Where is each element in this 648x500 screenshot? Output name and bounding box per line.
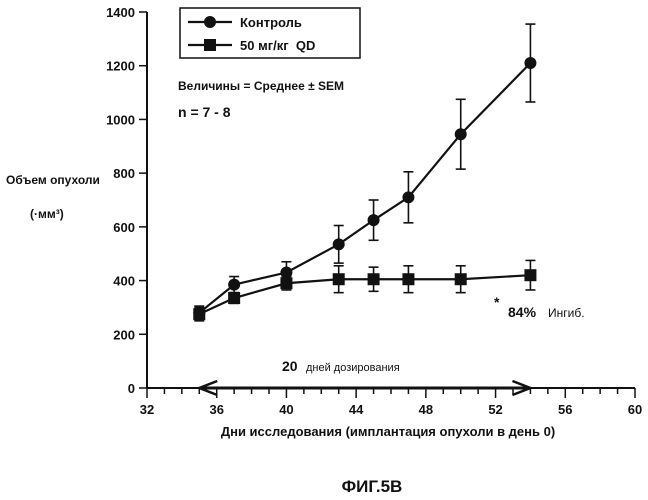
y-tick-labels: 0 200 400 600 800 1000 1200 1400 (106, 5, 135, 396)
x-tick-label: 48 (419, 402, 433, 417)
legend-label-dose: 50 мг/кг QD (240, 38, 315, 53)
dosing-arrowhead-right (511, 379, 534, 397)
x-tick-label: 40 (279, 402, 293, 417)
data-point-square (367, 273, 380, 286)
x-tick-label: 60 (628, 402, 642, 417)
legend: Контроль 50 мг/кг QD (179, 7, 361, 59)
y-axis-label-line1: Объем опухоли (6, 173, 100, 187)
data-point-square (402, 273, 415, 286)
x-tick-label: 32 (140, 402, 154, 417)
data-point-circle (332, 238, 345, 251)
data-point-circle (280, 266, 293, 279)
data-point-circle (524, 57, 537, 70)
data-point-square (524, 269, 537, 282)
data-point-circle (367, 214, 380, 227)
x-tick-label: 56 (558, 402, 572, 417)
data-point-square (280, 277, 293, 290)
axes (139, 11, 636, 398)
data-point-square (332, 273, 345, 286)
x-tick-label: 44 (349, 402, 364, 417)
y-tick-label: 400 (113, 274, 135, 289)
data-point-circle (228, 278, 241, 291)
dosing-arrow (195, 379, 534, 397)
series-layer (193, 23, 537, 322)
data-point-square (228, 292, 241, 305)
legend-label-control: Контроль (240, 15, 302, 30)
n-annotation: n = 7 - 8 (178, 104, 231, 120)
y-tick-label: 600 (113, 220, 135, 235)
series-line (198, 274, 531, 316)
x-tick-label: 36 (209, 402, 223, 417)
dosing-arrowhead-left (195, 379, 218, 397)
data-point-square (193, 308, 206, 321)
legend-marker-circle (204, 16, 216, 28)
stats-annotation: Величины = Среднее ± SEM (178, 79, 344, 93)
dosing-number: 20 (282, 358, 298, 374)
series-dose (193, 259, 537, 322)
data-point-circle (402, 191, 415, 204)
data-point-circle (454, 128, 467, 141)
y-tick-label: 800 (113, 166, 135, 181)
y-tick-label: 200 (113, 327, 135, 342)
series-line (198, 62, 532, 314)
inhibition-percent: 84% (508, 304, 537, 320)
dosing-words: дней дозирования (306, 362, 400, 374)
y-tick-label: 0 (128, 381, 135, 396)
y-tick-label: 1000 (106, 112, 135, 127)
y-axis-label-line2: (·мм³) (30, 207, 64, 221)
x-tick-labels: 32 36 40 44 48 52 56 60 (140, 402, 642, 417)
y-tick-label: 1200 (106, 59, 135, 74)
y-tick-label: 1400 (106, 5, 135, 20)
inhibition-word: Ингиб. (548, 306, 585, 320)
figure-caption: ФИГ.5В (342, 477, 403, 496)
legend-marker-square (204, 39, 216, 51)
x-axis-label: Дни исследования (имплантация опухоли в … (221, 424, 555, 439)
inhibition-star: * (494, 294, 500, 310)
data-point-square (454, 273, 467, 286)
series-control (193, 23, 537, 321)
x-tick-label: 52 (488, 402, 502, 417)
